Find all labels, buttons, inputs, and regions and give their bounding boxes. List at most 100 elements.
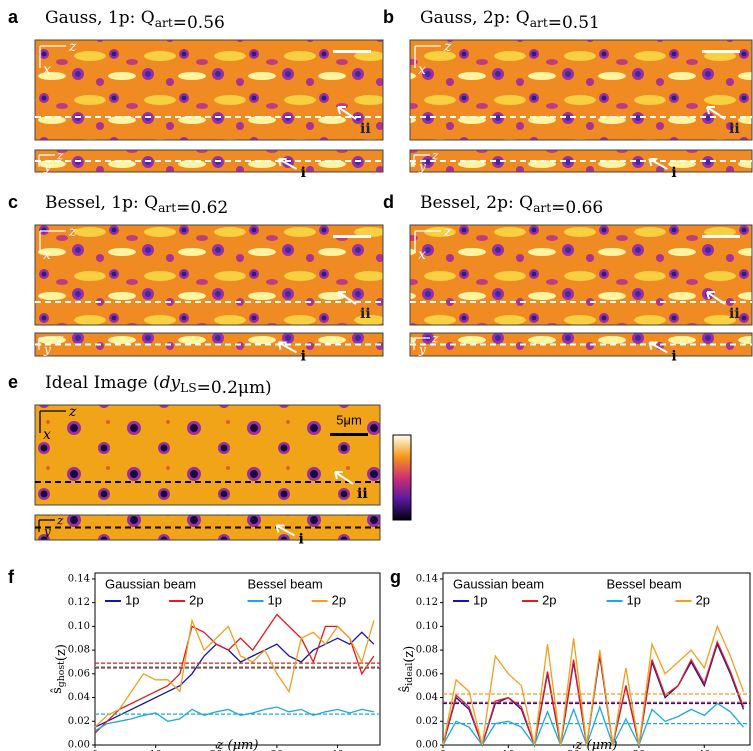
- legend-group: Gaussian beam: [453, 576, 544, 591]
- text-part: ŝ: [398, 686, 413, 693]
- text-part: =0.51: [548, 13, 600, 33]
- y-tick-label: 0.12: [68, 597, 90, 608]
- series-line: [94, 618, 375, 728]
- axis-letter: x: [418, 62, 426, 78]
- legend-label: 2p: [189, 592, 203, 607]
- series-line: [442, 624, 745, 746]
- y-tick-label: 0.14: [416, 573, 438, 584]
- scale-bar: [330, 433, 368, 436]
- marker-label: ii: [729, 306, 740, 322]
- arrow: [706, 106, 726, 120]
- panel-label: a: [8, 7, 19, 27]
- legend-group: Bessel beam: [607, 576, 682, 591]
- y-tick-label: 0.04: [68, 692, 90, 703]
- x-tick-label: 30: [271, 750, 284, 751]
- text-part: =0.56: [173, 13, 225, 33]
- legend-group: Gaussian beam: [105, 576, 196, 591]
- marker-label: i: [301, 165, 306, 181]
- axis-letter: x: [43, 427, 51, 443]
- y-tick-label: 0.02: [68, 716, 90, 727]
- marker-label: i: [671, 349, 676, 365]
- x-axis-label: z (μm): [216, 738, 259, 751]
- marker-label: ii: [360, 306, 371, 322]
- scale-bar: [333, 235, 371, 238]
- arrow: [648, 341, 668, 354]
- marker-label: ii: [360, 121, 371, 137]
- axis-arrows: [414, 230, 441, 253]
- image: [409, 39, 753, 141]
- legend-label: 2p: [696, 592, 710, 607]
- y-tick-label: 0.14: [68, 573, 90, 584]
- axis-arrows: [39, 410, 66, 433]
- y-tick-label: 0.00: [416, 740, 438, 751]
- scale-bar-label: 5μm: [336, 412, 362, 427]
- axis-letter: z: [431, 149, 439, 163]
- axis-arrows: [38, 519, 55, 532]
- marker-label: i: [301, 349, 306, 365]
- arrow: [334, 471, 354, 485]
- axis-letter: x: [43, 247, 51, 263]
- plot-frame: [442, 572, 751, 746]
- axis-letter: y: [418, 160, 426, 174]
- subscript: art: [158, 201, 176, 215]
- x-tick-label: 0: [440, 750, 446, 751]
- marker-label: ii: [357, 486, 368, 502]
- axis-letter: z: [56, 332, 64, 346]
- text-part: Gauss, 1p: Q: [45, 8, 155, 28]
- legend-label: 1p: [268, 592, 282, 607]
- text-part: ŝ: [50, 687, 65, 694]
- y-tick-label: 0.08: [68, 645, 90, 656]
- subscript: ideal: [403, 663, 414, 686]
- x-tick-label: 40: [331, 750, 344, 751]
- series-line: [94, 631, 375, 728]
- y-tick-label: 0.04: [416, 692, 438, 703]
- arrow: [337, 106, 357, 120]
- text-part: (z): [53, 644, 68, 661]
- axis-letter: x: [418, 247, 426, 263]
- subscript: art: [530, 16, 548, 30]
- subscript: ghost: [55, 661, 66, 687]
- axis-letter: y: [43, 160, 51, 174]
- arrow: [648, 158, 668, 170]
- y-tick-label: 0.02: [416, 716, 438, 727]
- y-tick-label: 0.08: [416, 645, 438, 656]
- arrow: [277, 341, 298, 354]
- x-tick-label: 10: [502, 750, 515, 751]
- axis-letter: z: [56, 149, 64, 163]
- subscript: art: [155, 16, 173, 30]
- legend-label: 1p: [627, 592, 641, 607]
- subscript: art: [533, 201, 551, 215]
- axis-letter: z: [443, 224, 452, 240]
- axis-letter: z: [56, 514, 64, 528]
- rich-text: Ideal Image (dyLS=0.2μm): [45, 373, 272, 398]
- axis-letter: z: [431, 332, 439, 346]
- image: [34, 39, 384, 141]
- marker-label: i: [671, 165, 676, 181]
- marker-label: i: [299, 532, 304, 548]
- y-tick-label: 0.00: [68, 740, 90, 751]
- image: [409, 224, 753, 326]
- axis-letter: z: [68, 404, 77, 420]
- text-part: =0.2μm): [197, 378, 272, 398]
- axis-letter: y: [418, 343, 426, 357]
- axis-letter: y: [43, 343, 51, 357]
- rich-text: ŝghost(z): [50, 644, 69, 694]
- legend-label: 2p: [542, 592, 556, 607]
- series-line: [94, 613, 375, 734]
- x-tick-label: 40: [698, 750, 711, 751]
- legend-group: Bessel beam: [248, 576, 323, 591]
- scale-bar: [702, 50, 740, 53]
- y-tick-label: 0.10: [416, 621, 438, 632]
- marker-label: ii: [729, 121, 740, 137]
- axis-arrows: [39, 45, 66, 68]
- legend-label: 2p: [332, 592, 346, 607]
- rich-text: Gauss, 1p: Qart=0.56: [45, 8, 225, 33]
- text-part: =0.66: [551, 198, 603, 218]
- series-line: [442, 702, 744, 747]
- text-part: dy: [160, 373, 181, 393]
- scale-bar: [702, 235, 740, 238]
- text-part: (z): [401, 646, 416, 663]
- text-part: Gauss, 2p: Q: [420, 8, 530, 28]
- plot-frame: [94, 572, 381, 746]
